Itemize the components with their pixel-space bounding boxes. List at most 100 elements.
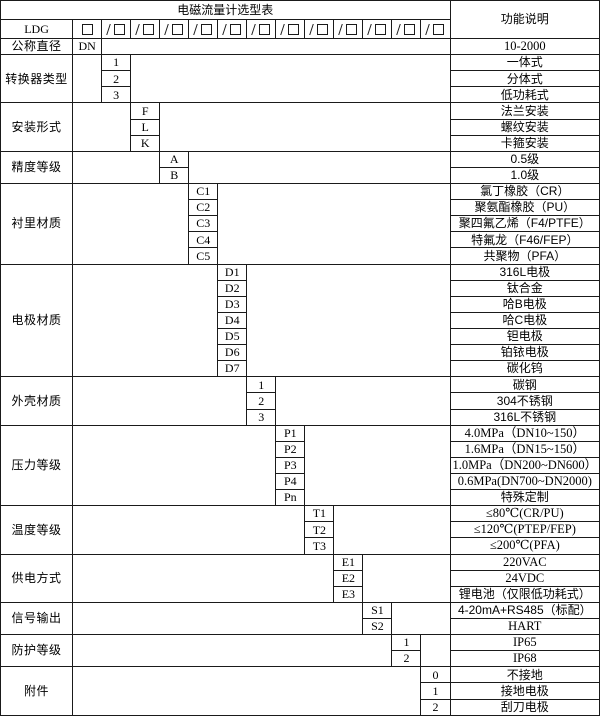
model-slot-9[interactable]: [333, 19, 364, 40]
option-row: 供电方式 E1 220VAC: [0, 553, 600, 603]
option-desc-7-1: 1.6MPa（DN15~150）: [449, 440, 600, 458]
option-code-12-1[interactable]: 1: [420, 682, 451, 700]
option-code-7-2[interactable]: P3: [275, 456, 306, 474]
option-row: 衬里材质 C1 氯丁橡胶（CR）: [0, 183, 600, 265]
model-slot-11[interactable]: [391, 19, 422, 40]
option-code-11-0[interactable]: 1: [391, 634, 422, 652]
title-row: 电磁流量计选型表 功能说明: [0, 0, 600, 40]
option-code-5-0[interactable]: D1: [217, 263, 248, 281]
empty-square-icon: [229, 23, 241, 35]
group-label-8: 温度等级: [0, 505, 74, 555]
group-label-10: 信号输出: [0, 601, 74, 636]
option-code-4-1[interactable]: C2: [188, 199, 219, 217]
spacer-left-3: [72, 150, 161, 185]
option-code-5-1[interactable]: D2: [217, 279, 248, 297]
model-slot-3[interactable]: [159, 19, 190, 40]
spacer-right-3: [188, 150, 451, 185]
model-slot-1[interactable]: [101, 19, 132, 40]
option-code-8-1[interactable]: T2: [304, 521, 335, 539]
option-code-2-1[interactable]: L: [130, 118, 161, 136]
option-code-7-4[interactable]: Pn: [275, 489, 306, 507]
option-row: 外壳材质 1 碳钢: [0, 376, 600, 426]
empty-square-icon: [433, 23, 445, 35]
option-code-10-1[interactable]: S2: [362, 617, 393, 636]
model-slot-7[interactable]: [275, 19, 306, 40]
model-slot-2[interactable]: [130, 19, 161, 40]
model-slot-6[interactable]: [246, 19, 277, 40]
option-code-5-5[interactable]: D6: [217, 344, 248, 362]
option-code-5-2[interactable]: D3: [217, 295, 248, 313]
option-code-5-4[interactable]: D5: [217, 327, 248, 346]
option-desc-3-0: 0.5级: [449, 150, 600, 168]
spacer-left-11: [72, 634, 393, 668]
spacer-left-5: [72, 263, 219, 378]
spacer-right-0: [101, 38, 451, 56]
option-desc-12-2: 刮刀电极: [449, 698, 600, 716]
option-desc-6-0: 碳钢: [449, 376, 600, 394]
option-code-1-0[interactable]: 1: [101, 54, 132, 72]
option-code-5-3[interactable]: D4: [217, 311, 248, 330]
spacer-left-12: [72, 666, 422, 716]
spacer-right-6: [275, 376, 451, 426]
spacer-left-8: [72, 505, 306, 555]
option-code-12-0[interactable]: 0: [420, 666, 451, 684]
model-slot-10[interactable]: [362, 19, 393, 40]
group-label-5: 电极材质: [0, 263, 74, 378]
option-row: 2 304不锈钢: [1, 392, 600, 410]
option-code-7-0[interactable]: P1: [275, 424, 306, 442]
option-code-1-2[interactable]: 3: [101, 86, 132, 104]
option-desc-4-4: 共聚物（PFA）: [449, 247, 600, 265]
option-code-8-2[interactable]: T3: [304, 537, 335, 555]
model-slot-4[interactable]: [188, 19, 219, 40]
option-code-7-3[interactable]: P4: [275, 472, 306, 491]
option-code-4-3[interactable]: C4: [188, 231, 219, 249]
option-row: 1 接地电极: [1, 682, 600, 700]
option-code-7-1[interactable]: P2: [275, 440, 306, 458]
desc-header: 功能说明: [449, 0, 600, 40]
option-code-4-0[interactable]: C1: [188, 183, 219, 201]
model-slot-8[interactable]: [304, 19, 335, 40]
option-code-2-2[interactable]: K: [130, 134, 161, 152]
option-code-0-0[interactable]: DN: [72, 38, 103, 56]
spacer-right-7: [304, 424, 451, 507]
option-code-9-2[interactable]: E3: [333, 585, 364, 603]
option-desc-8-2: ≤200℃(PFA): [449, 537, 600, 555]
option-code-1-1[interactable]: 2: [101, 70, 132, 88]
option-code-9-1[interactable]: E2: [333, 569, 364, 587]
model-slot-0[interactable]: [72, 19, 103, 40]
option-code-5-6[interactable]: D7: [217, 360, 248, 378]
option-code-12-2[interactable]: 2: [420, 698, 451, 716]
option-code-9-0[interactable]: E1: [333, 553, 364, 571]
group-label-0: 公称直径: [0, 38, 74, 56]
spacer-right-4: [217, 183, 451, 265]
spacer-right-1: [130, 54, 451, 104]
option-code-6-1[interactable]: 2: [246, 392, 277, 410]
option-desc-0-0: 10-2000: [449, 38, 600, 56]
option-row: 3 316L不锈钢: [1, 408, 600, 426]
option-code-6-0[interactable]: 1: [246, 376, 277, 394]
option-code-8-0[interactable]: T1: [304, 505, 335, 523]
option-desc-5-0: 316L电极: [449, 263, 600, 281]
option-code-3-0[interactable]: A: [159, 150, 190, 168]
spacer-left-10: [72, 601, 364, 636]
option-code-4-4[interactable]: C5: [188, 247, 219, 265]
model-slot-12[interactable]: [420, 19, 451, 40]
model-slot-5[interactable]: [217, 19, 248, 40]
option-code-2-0[interactable]: F: [130, 102, 161, 120]
option-desc-11-0: IP65: [449, 634, 600, 652]
option-desc-10-1: HART: [449, 617, 600, 636]
option-code-3-1[interactable]: B: [159, 166, 190, 185]
option-desc-5-1: 钛合金: [449, 279, 600, 297]
empty-square-icon: [316, 23, 328, 35]
option-code-4-2[interactable]: C3: [188, 215, 219, 233]
option-code-10-0[interactable]: S1: [362, 601, 393, 619]
option-desc-6-1: 304不锈钢: [449, 392, 600, 410]
option-code-6-2[interactable]: 3: [246, 408, 277, 426]
option-row: B 1.0级: [1, 166, 600, 185]
option-code-11-1[interactable]: 2: [391, 650, 422, 668]
option-desc-7-4: 特殊定制: [449, 489, 600, 507]
option-row: 信号输出 S1 4-20mA+RS485（标配）: [0, 601, 600, 636]
option-row: 公称直径 DN 10-2000: [0, 38, 600, 56]
option-desc-5-5: 铂铱电极: [449, 344, 600, 362]
